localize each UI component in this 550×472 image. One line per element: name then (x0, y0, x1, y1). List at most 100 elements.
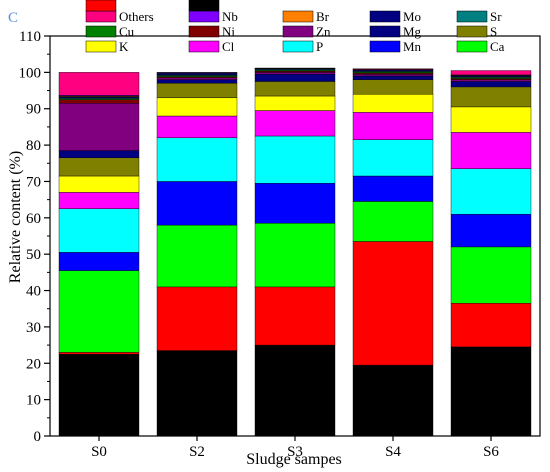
legend-swatch (456, 40, 488, 53)
legend-swatch (85, 0, 117, 12)
bar-segment-s0-mg (58, 150, 140, 159)
bar-segment-s4-zn (352, 73, 434, 77)
bar-segment-s0-ni (58, 99, 140, 104)
legend-label: Ni (222, 24, 235, 39)
y-tick-label: 20 (26, 356, 41, 372)
x-tick-label: S4 (385, 444, 401, 460)
legend-swatch (85, 25, 117, 38)
legend-label: Mn (403, 39, 422, 54)
legend-item-ca: Ca (456, 39, 505, 54)
y-tick-label: 110 (19, 29, 41, 45)
bar-segment-s2-mo (156, 72, 238, 76)
bar-segment-s3-fe (254, 344, 336, 437)
legend-swatch (456, 25, 488, 38)
bar-segment-s0-others (58, 72, 140, 96)
y-tick-label: 60 (26, 211, 41, 227)
bar-segment-s0-p (58, 208, 140, 253)
legend-item-zn: Zn (282, 24, 331, 39)
legend-item-sr: Sr (456, 9, 502, 24)
bar-segment-s6-k (450, 106, 532, 133)
bar-segment-s2-mg (156, 79, 238, 84)
x-tick-label: S0 (91, 444, 107, 460)
y-tick-label: 70 (26, 174, 41, 190)
y-tick-label: 80 (26, 138, 41, 154)
bar-segment-s3-p (254, 135, 336, 184)
legend-item-mn: Mn (369, 39, 422, 54)
y-tick-label: 10 (26, 393, 41, 409)
legend: Others Nb Br Mo Sr Cu Ni Zn Mg S K Cl P Mn Ca Ti Fe (85, 0, 505, 54)
bar-segment-s6-cl (450, 132, 532, 169)
bar-segment-s2-cl (156, 115, 238, 139)
bar-segment-s3-mn (254, 183, 336, 224)
legend-item-fe: Fe (188, 0, 235, 12)
bar-segment-s6-s (450, 86, 532, 108)
panel-label: C (8, 10, 18, 26)
legend-item-s: S (456, 24, 497, 39)
bars-group (58, 67, 532, 437)
legend-swatch (188, 40, 220, 53)
y-tick-label: 0 (34, 429, 42, 445)
bar-segment-s0-ca (58, 270, 140, 353)
bar-segment-s0-cl (58, 192, 140, 209)
bar-segment-s4-p (352, 139, 434, 177)
legend-item-k: K (85, 39, 129, 54)
legend-label: K (119, 39, 129, 54)
legend-item-mo: Mo (369, 9, 421, 24)
bar-segment-s2-mn (156, 181, 238, 226)
bar-segment-s4-cl (352, 112, 434, 140)
bar-segment-s4-ca (352, 201, 434, 242)
legend-swatch (369, 25, 401, 38)
bar-segment-s2-fe (156, 350, 238, 437)
legend-label: S (490, 24, 497, 39)
legend-swatch (282, 25, 314, 38)
legend-label: Cl (222, 39, 235, 54)
y-tick-label: 30 (26, 320, 41, 336)
legend-swatch (85, 10, 117, 23)
bar-segment-s2-zn (156, 77, 238, 80)
bar-segment-s6-zn (450, 79, 532, 82)
bar-segment-s3-ti (254, 286, 336, 346)
bar-segment-s3-mg (254, 73, 336, 82)
axes-group: 0 10 20 30 40 50 60 70 80 90 100 110 S0 S2 S3 S4 S6 (19, 29, 541, 460)
bar-segment-s0-ti (58, 352, 140, 355)
bar-segment-s2-k (156, 97, 238, 117)
legend-item-others: Others (85, 9, 154, 24)
bar-segment-s6-mg (450, 81, 532, 88)
legend-label: P (316, 39, 323, 54)
bar-segment-s2-ca (156, 224, 238, 288)
legend-label: Ca (490, 39, 505, 54)
bar-segment-s0-k (58, 175, 140, 193)
bar-segment-s0-s (58, 157, 140, 177)
bar-segment-s3-zn (254, 72, 336, 75)
x-tick-label: S3 (287, 444, 303, 460)
bar-segment-s4-others (352, 68, 434, 70)
bar-segment-s2-s (156, 83, 238, 99)
bar-segment-s4-k (352, 93, 434, 113)
legend-swatch (188, 10, 220, 23)
legend-item-p: P (282, 39, 323, 54)
legend-label: Zn (316, 24, 331, 39)
legend-swatch (188, 25, 220, 38)
bar-segment-s0-zn (58, 103, 140, 151)
legend-swatch (369, 40, 401, 53)
legend-item-ti: Ti (85, 0, 130, 12)
x-tick-label: S2 (189, 444, 205, 460)
legend-swatch (282, 10, 314, 23)
bar-segment-s4-ti (352, 241, 434, 366)
legend-item-ni: Ni (188, 24, 235, 39)
bar-segment-s0-fe (58, 353, 140, 437)
legend-label: Mg (403, 24, 422, 39)
bar-segment-s6-mn (450, 213, 532, 248)
legend-swatch (188, 0, 220, 12)
bar-segment-s6-p (450, 168, 532, 215)
bar-segment-s2-p (156, 137, 238, 182)
bar-segment-s4-s (352, 79, 434, 95)
legend-swatch (456, 10, 488, 23)
legend-item-mg: Mg (369, 24, 422, 39)
bar-segment-s6-fe (450, 346, 532, 437)
legend-label: Mo (403, 9, 421, 24)
bar-segment-s3-s (254, 81, 336, 97)
bar-segment-s6-ca (450, 246, 532, 304)
legend-item-cu: Cu (85, 24, 135, 39)
